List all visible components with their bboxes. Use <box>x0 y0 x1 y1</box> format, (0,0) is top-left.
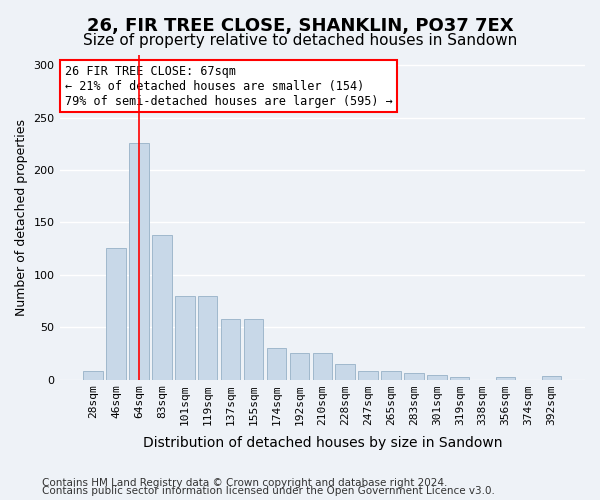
Bar <box>313 354 332 380</box>
Bar <box>427 376 446 380</box>
Bar <box>267 348 286 380</box>
Bar <box>404 373 424 380</box>
Bar <box>290 354 309 380</box>
Bar <box>175 296 194 380</box>
Text: Contains public sector information licensed under the Open Government Licence v3: Contains public sector information licen… <box>42 486 495 496</box>
Bar <box>198 296 217 380</box>
Bar <box>152 235 172 380</box>
X-axis label: Distribution of detached houses by size in Sandown: Distribution of detached houses by size … <box>143 436 502 450</box>
Bar <box>106 248 126 380</box>
Bar <box>221 319 241 380</box>
Bar <box>335 364 355 380</box>
Text: Contains HM Land Registry data © Crown copyright and database right 2024.: Contains HM Land Registry data © Crown c… <box>42 478 448 488</box>
Bar <box>496 378 515 380</box>
Bar <box>450 378 469 380</box>
Bar <box>129 143 149 380</box>
Text: 26, FIR TREE CLOSE, SHANKLIN, PO37 7EX: 26, FIR TREE CLOSE, SHANKLIN, PO37 7EX <box>86 18 514 36</box>
Bar <box>244 319 263 380</box>
Bar <box>381 371 401 380</box>
Bar <box>83 371 103 380</box>
Bar <box>542 376 561 380</box>
Bar <box>358 371 378 380</box>
Y-axis label: Number of detached properties: Number of detached properties <box>15 119 28 316</box>
Text: Size of property relative to detached houses in Sandown: Size of property relative to detached ho… <box>83 32 517 48</box>
Text: 26 FIR TREE CLOSE: 67sqm
← 21% of detached houses are smaller (154)
79% of semi-: 26 FIR TREE CLOSE: 67sqm ← 21% of detach… <box>65 64 392 108</box>
